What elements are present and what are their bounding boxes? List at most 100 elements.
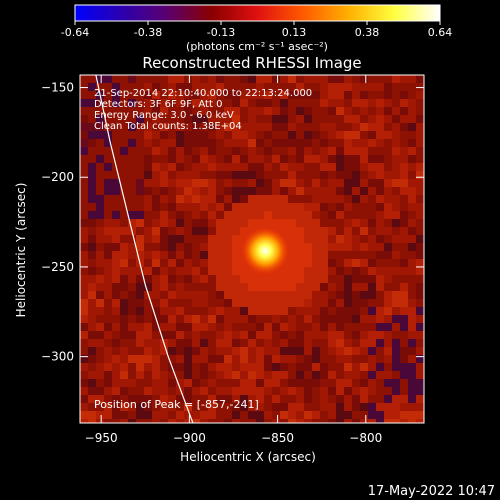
image-cell (328, 171, 336, 179)
image-cell (304, 259, 312, 267)
image-cell (248, 323, 256, 331)
image-cell (152, 363, 160, 371)
image-cell (240, 179, 248, 187)
image-cell (256, 147, 264, 155)
image-cell (344, 131, 352, 139)
image-cell (104, 291, 112, 299)
image-cell (112, 203, 120, 211)
image-cell (376, 99, 384, 107)
image-cell (368, 275, 376, 283)
image-cell (104, 155, 112, 163)
image-cell (80, 379, 88, 387)
image-cell (312, 187, 320, 195)
image-cell (152, 323, 160, 331)
image-cell (232, 203, 240, 211)
image-cell (216, 347, 224, 355)
image-cell (272, 331, 280, 339)
image-cell (360, 331, 368, 339)
image-cell (128, 99, 136, 107)
image-cell (224, 219, 232, 227)
image-cell (200, 387, 208, 395)
image-cell (376, 227, 384, 235)
image-cell (384, 99, 392, 107)
image-cell (392, 291, 400, 299)
image-cell (360, 99, 368, 107)
image-cell (392, 179, 400, 187)
image-cell (264, 139, 272, 147)
image-cell (320, 163, 328, 171)
image-cell (96, 331, 104, 339)
image-cell (200, 163, 208, 171)
image-cell (184, 123, 192, 131)
image-cell (384, 171, 392, 179)
image-cell (376, 235, 384, 243)
image-cell (224, 403, 232, 411)
image-cell (208, 283, 216, 291)
image-cell (96, 123, 104, 131)
image-cell (168, 195, 176, 203)
image-cell (384, 115, 392, 123)
image-cell (216, 371, 224, 379)
image-cell (88, 115, 96, 123)
image-cell (224, 195, 232, 203)
image-cell (88, 179, 96, 187)
image-cell (264, 163, 272, 171)
image-cell (400, 411, 408, 419)
image-cell (376, 243, 384, 251)
image-cell (248, 387, 256, 395)
image-cell (192, 275, 200, 283)
image-cell (208, 371, 216, 379)
image-cell (376, 203, 384, 211)
image-cell (352, 163, 360, 171)
image-cell (128, 83, 136, 91)
image-cell (144, 403, 152, 411)
image-cell (280, 411, 288, 419)
image-cell (136, 187, 144, 195)
image-cell (208, 203, 216, 211)
image-cell (352, 171, 360, 179)
image-cell (176, 155, 184, 163)
image-cell (392, 139, 400, 147)
image-cell (400, 323, 408, 331)
image-cell (224, 147, 232, 155)
image-cell (120, 171, 128, 179)
image-cell (392, 315, 400, 323)
image-cell (216, 179, 224, 187)
image-cell (104, 251, 112, 259)
image-cell (256, 291, 264, 299)
image-cell (80, 123, 88, 131)
image-cell (328, 403, 336, 411)
image-cell (88, 107, 96, 115)
image-cell (344, 275, 352, 283)
image-cell (288, 419, 296, 423)
image-cell (168, 355, 176, 363)
image-cell (240, 259, 248, 267)
image-cell (192, 283, 200, 291)
image-cell (408, 267, 416, 275)
image-cell (384, 227, 392, 235)
image-cell (184, 275, 192, 283)
image-cell (320, 403, 328, 411)
image-cell (256, 307, 264, 315)
image-cell (184, 179, 192, 187)
image-cell (376, 307, 384, 315)
image-cell (176, 379, 184, 387)
image-cell (256, 283, 264, 291)
image-cell (408, 211, 416, 219)
image-cell (408, 395, 416, 403)
image-cell (88, 387, 96, 395)
image-cell (112, 387, 120, 395)
image-cell (384, 419, 392, 423)
image-cell (184, 251, 192, 259)
image-cell (408, 147, 416, 155)
image-cell (376, 339, 384, 347)
image-cell (176, 99, 184, 107)
image-cell (312, 259, 320, 267)
image-cell (192, 355, 200, 363)
image-cell (248, 115, 256, 123)
image-cell (400, 91, 408, 99)
image-cell (112, 179, 120, 187)
image-cell (400, 347, 408, 355)
image-cell (160, 187, 168, 195)
image-cell (176, 131, 184, 139)
